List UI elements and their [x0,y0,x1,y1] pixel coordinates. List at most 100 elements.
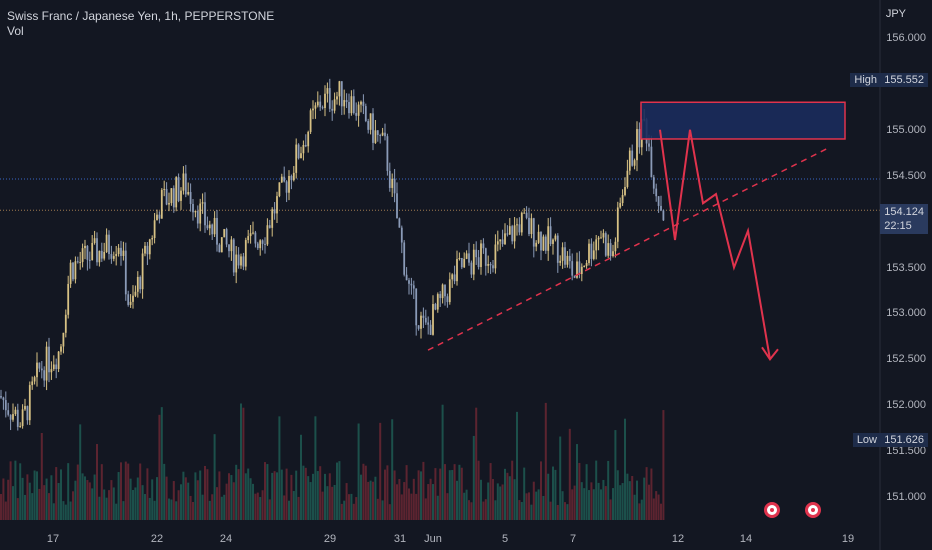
candle-body [72,262,74,280]
candle-body [180,190,182,201]
volume-indicator-label[interactable]: Vol [7,24,24,38]
volume-bar [448,470,451,520]
candle-body [40,368,43,371]
candle-body [247,236,250,241]
time-tick-label: 5 [501,533,509,545]
candle-body [132,295,134,302]
candle-body [537,231,540,243]
volume-bar [24,494,26,520]
candle-body [237,254,240,266]
volume-bar [247,468,250,520]
candle-body [439,294,442,299]
candle-body [7,410,10,415]
volume-bar [2,478,5,520]
volume-bar [201,494,204,520]
supply-zone-box[interactable] [640,101,846,140]
candle-body [177,177,180,201]
volume-bar [585,464,588,520]
candle-body [528,217,530,235]
candle-body [410,283,413,286]
candle-body [172,188,175,208]
candle-body [386,136,389,171]
candle-body [103,252,106,259]
volume-bar [381,500,384,520]
volume-bar [561,491,564,520]
volume-bar [170,499,173,520]
candle-body [93,238,96,243]
candle-body [50,369,53,373]
volume-bar [156,477,158,520]
candle-body [470,262,473,275]
time-tick-label: 14 [739,533,753,545]
candle-body [549,226,552,244]
candle-body [129,301,132,305]
volume-bar [480,479,482,520]
volume-bar [254,493,257,520]
volume-bar [518,500,521,520]
volume-bar [501,484,504,520]
candle-body [396,193,398,219]
volume-bar [470,502,473,520]
volume-bar [285,468,288,520]
candle-body [408,280,410,284]
candle-body [583,265,586,267]
volume-bar [26,474,29,520]
volume-bar [158,414,161,520]
projection-arrow[interactable] [659,129,771,360]
volume-bar [208,500,211,520]
candle-body [96,238,98,263]
candle-body [480,243,482,268]
candle-body [556,235,559,263]
economic-event-icon[interactable] [764,502,780,518]
candle-body [45,346,48,381]
candle-body [304,144,307,147]
symbol-title[interactable]: Swiss Franc / Japanese Yen, 1h, PEPPERST… [7,9,275,23]
candle-body [492,265,494,269]
volume-bar [530,504,533,520]
candle-body [513,225,516,242]
volume-bar [93,474,96,520]
volume-bar [559,436,562,520]
candle-body [223,229,226,238]
volume-bar [379,422,382,520]
candle-body [156,214,158,221]
candle-body [441,284,444,299]
candle-body [273,209,276,214]
volume-bar [280,469,283,520]
candle-body [91,242,94,261]
volume-bar [355,497,358,520]
candle-body [208,224,211,229]
candle-body [453,274,456,282]
volume-bar [640,499,643,520]
volume-bar [40,432,43,520]
candle-body [312,108,314,111]
candle-body [122,250,125,256]
candle-body [120,247,122,256]
volume-bar [283,495,286,520]
candle-body [14,409,17,415]
candle-body [158,214,161,219]
price-tick-label: 154.500 [886,169,926,182]
candle-body [501,239,504,245]
candle-body [535,242,538,247]
volume-bar [276,472,278,520]
volume-bar [396,484,398,520]
candle-body [458,257,461,260]
trendline[interactable] [427,147,829,351]
volume-bar [568,428,571,520]
candle-body [168,203,170,205]
candle-body [566,255,569,265]
candle-body [110,254,113,259]
volume-bar [484,499,487,520]
candle-body [398,218,401,228]
time-tick-label: 22 [150,533,164,545]
volume-bar [28,482,31,520]
candle-body [374,130,377,143]
candle-body [259,240,262,249]
candle-body [242,256,245,267]
candle-body [420,315,422,329]
candle-body [631,150,634,166]
economic-event-icon[interactable] [805,502,821,518]
candle-body [139,276,142,290]
